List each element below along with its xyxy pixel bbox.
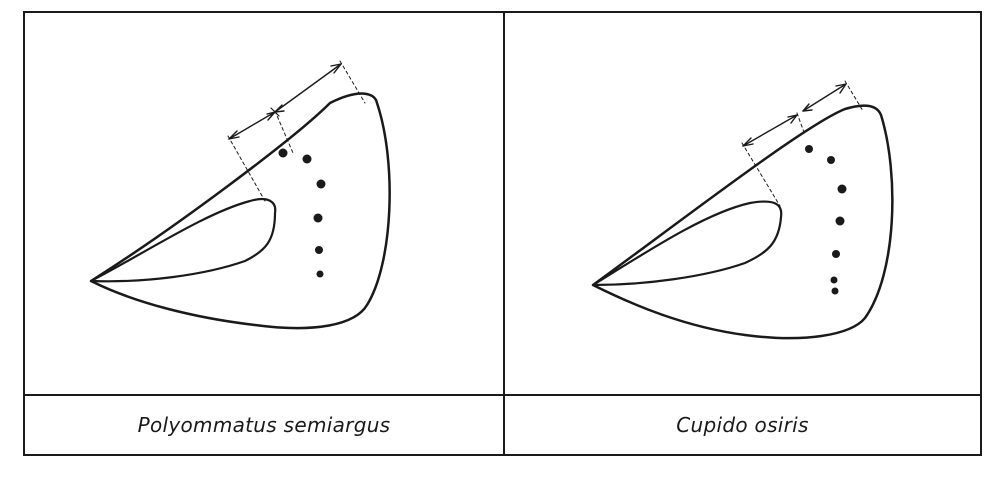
caption-cupido-osiris: Cupido osiris: [676, 413, 809, 437]
dashed-guide: [741, 142, 781, 207]
spot: [315, 246, 323, 254]
dashed-guide: [227, 135, 266, 202]
dashed-guide: [796, 112, 806, 136]
spot: [805, 145, 813, 153]
spot: [278, 148, 288, 158]
measure-arrow: [802, 83, 847, 112]
measure-arrow: [274, 63, 342, 113]
arrowhead: [228, 130, 240, 140]
measure-arrow: [228, 111, 276, 140]
spot: [832, 250, 840, 258]
dashed-guide: [274, 110, 294, 154]
spot: [831, 287, 839, 295]
discal-cell: [89, 197, 277, 283]
spot: [302, 154, 312, 164]
spot: [837, 184, 847, 194]
spot: [316, 179, 326, 189]
spot: [316, 270, 324, 278]
cross-mark: [270, 107, 280, 117]
spot: [830, 276, 838, 284]
caption-divider: [25, 394, 980, 396]
panel-cupido-osiris: [505, 13, 980, 394]
spot: [827, 156, 835, 164]
arrowhead: [742, 137, 754, 147]
arrowhead: [802, 103, 813, 112]
wing-outline: [89, 92, 391, 330]
wing-diagram-right: [591, 80, 894, 340]
wing-diagram-left: [89, 60, 391, 330]
arrowhead: [835, 83, 847, 94]
spot: [313, 213, 323, 223]
wing-outline: [591, 104, 894, 340]
spot-row-right: [805, 145, 847, 295]
spot: [835, 216, 845, 226]
arrowhead: [787, 114, 798, 124]
spot-row-left: [278, 148, 326, 278]
arrowhead: [330, 63, 342, 74]
panel-divider: [503, 13, 505, 454]
dashed-guide: [844, 80, 864, 112]
dashed-guide: [339, 60, 366, 104]
caption-polyommatus-semiargus: Polyommatus semiargus: [137, 413, 391, 437]
measure-arrow: [742, 114, 798, 147]
discal-cell: [591, 200, 783, 287]
panel-polyommatus-semiargus: [25, 13, 503, 394]
figure-table: Polyommatus semiargus Cupido osiris: [23, 11, 982, 456]
